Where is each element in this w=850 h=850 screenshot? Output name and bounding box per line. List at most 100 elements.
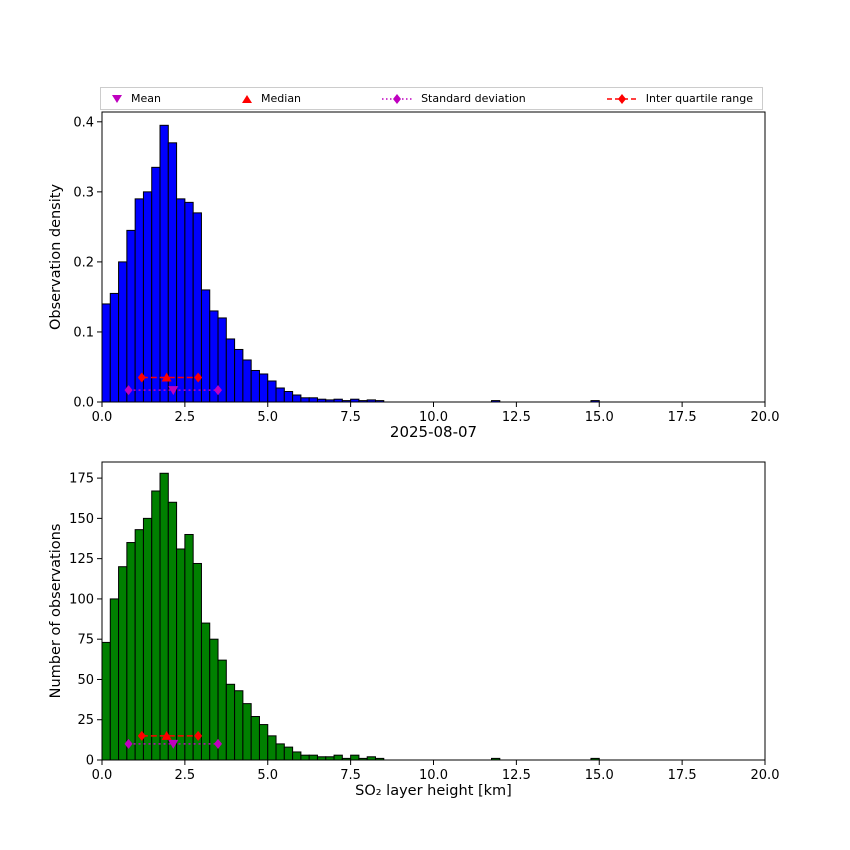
histogram-bar xyxy=(134,529,144,761)
histogram-bar xyxy=(258,373,269,403)
histogram-bar xyxy=(308,754,318,761)
x-tick-label: 15.0 xyxy=(585,410,614,425)
histogram-bar xyxy=(234,348,244,403)
histogram-bar xyxy=(142,517,153,761)
y-tick-label: 100 xyxy=(69,592,94,607)
histogram-bar xyxy=(234,690,244,761)
histogram-bar xyxy=(275,743,285,761)
y-tick-label: 0.1 xyxy=(73,325,94,340)
histogram-bar xyxy=(126,542,136,761)
histogram-bar xyxy=(134,198,144,403)
legend: Mean Median Standard deviation Inter qua… xyxy=(100,87,763,110)
iqr-diamond xyxy=(137,372,146,383)
iqr-diamond xyxy=(194,730,203,741)
y-tick-label: 150 xyxy=(69,512,94,527)
histogram-bar xyxy=(176,548,186,761)
histogram-bar xyxy=(159,472,169,761)
x-tick-label: 0.0 xyxy=(92,768,113,783)
median-triangle-up-icon xyxy=(242,94,253,103)
histogram-bar xyxy=(151,490,161,761)
y-tick-label: 75 xyxy=(77,633,94,648)
legend-item-iqr: Inter quartile range xyxy=(605,93,753,105)
histogram-bar xyxy=(283,746,294,761)
histogram-bar xyxy=(118,566,128,761)
histogram-bar xyxy=(275,387,285,403)
x-tick-label: 2.5 xyxy=(175,410,196,425)
histogram-bar xyxy=(167,142,178,403)
histogram-bar xyxy=(300,754,310,761)
legend-label-std: Standard deviation xyxy=(421,92,526,105)
std-dev-diamond xyxy=(124,738,133,749)
axes-frame xyxy=(101,111,766,403)
y-tick-label: 0 xyxy=(86,754,94,769)
histogram-bar xyxy=(250,369,260,403)
legend-label-mean: Mean xyxy=(131,92,161,105)
histogram-bar xyxy=(333,754,343,761)
x-axis-label: SO₂ layer height [km] xyxy=(355,783,512,799)
histogram-bar xyxy=(292,751,302,761)
histogram-bar xyxy=(300,397,310,403)
histogram-bar xyxy=(118,261,128,403)
iqr-diamond xyxy=(194,372,203,383)
histogram-bar xyxy=(200,289,211,403)
histogram-bar xyxy=(184,201,194,403)
bottom-plot-ylabel: Number of observations xyxy=(48,523,64,699)
x-tick-label: 2.5 xyxy=(175,768,196,783)
histogram-bar xyxy=(126,229,136,403)
y-tick-label: 0.3 xyxy=(73,185,94,200)
y-tick-label: 0.4 xyxy=(73,115,94,130)
histogram-bar xyxy=(159,124,169,403)
histogram-bar xyxy=(192,562,202,761)
histogram-bar xyxy=(267,735,277,761)
histogram-bar xyxy=(242,703,252,761)
x-tick-label: 20.0 xyxy=(751,410,780,425)
histogram-bar xyxy=(292,394,302,403)
histogram-bar xyxy=(200,622,211,761)
x-tick-label: 5.0 xyxy=(257,768,278,783)
histogram-bar xyxy=(267,380,277,403)
histogram-bar xyxy=(350,754,360,761)
histogram-bar xyxy=(225,683,236,761)
x-tick-label: 17.5 xyxy=(668,768,697,783)
y-tick-label: 0.2 xyxy=(73,255,94,270)
x-tick-label: 12.5 xyxy=(502,410,531,425)
histogram-bar xyxy=(225,338,236,403)
median-marker xyxy=(161,372,172,382)
histogram-bar xyxy=(151,166,161,403)
y-tick-label: 175 xyxy=(69,472,94,487)
std-dev-diamond xyxy=(124,385,133,396)
mean-marker xyxy=(168,739,179,749)
x-tick-label: 10.0 xyxy=(419,768,448,783)
x-tick-label: 0.0 xyxy=(92,410,113,425)
histogram-bar xyxy=(184,533,194,761)
legend-label-iqr: Inter quartile range xyxy=(645,92,753,105)
x-tick-label: 17.5 xyxy=(668,410,697,425)
mean-marker xyxy=(168,386,179,396)
bottom-histogram-plot: 0.0 2.5 5.0 7.5 10.0 12.5 15.0 17.5 20.0 0 25 50 75 1… xyxy=(69,461,779,783)
y-tick-label: 50 xyxy=(77,673,94,688)
x-tick-label: 10.0 xyxy=(419,410,448,425)
histogram-bar xyxy=(101,303,111,403)
x-tick-label: 7.5 xyxy=(340,410,361,425)
iqr-dashed-diamond-icon xyxy=(606,93,637,104)
histogram-bar xyxy=(250,716,260,761)
legend-label-median: Median xyxy=(261,92,302,105)
x-tick-label: 7.5 xyxy=(340,768,361,783)
plot-title-date: 2025-08-07 xyxy=(389,423,478,441)
top-histogram-plot: 0.0 2.5 5.0 7.5 10.0 12.5 15.0 17.5 20.0 0.0 0.1 0.… xyxy=(73,111,780,425)
legend-item-mean: Mean xyxy=(110,93,161,105)
histogram-bar xyxy=(109,292,120,403)
x-tick-label: 12.5 xyxy=(502,768,531,783)
std-dev-dotted-diamond-icon xyxy=(382,93,413,104)
top-plot-ylabel: Observation density xyxy=(48,183,64,331)
histogram-bar xyxy=(308,397,318,403)
x-tick-label: 5.0 xyxy=(257,410,278,425)
histogram-bar xyxy=(167,501,178,761)
iqr-diamond xyxy=(137,730,146,741)
histogram-bar xyxy=(283,390,294,403)
axes-frame xyxy=(101,461,766,761)
legend-item-median: Median xyxy=(240,93,301,105)
y-tick-label: 0.0 xyxy=(73,396,94,411)
